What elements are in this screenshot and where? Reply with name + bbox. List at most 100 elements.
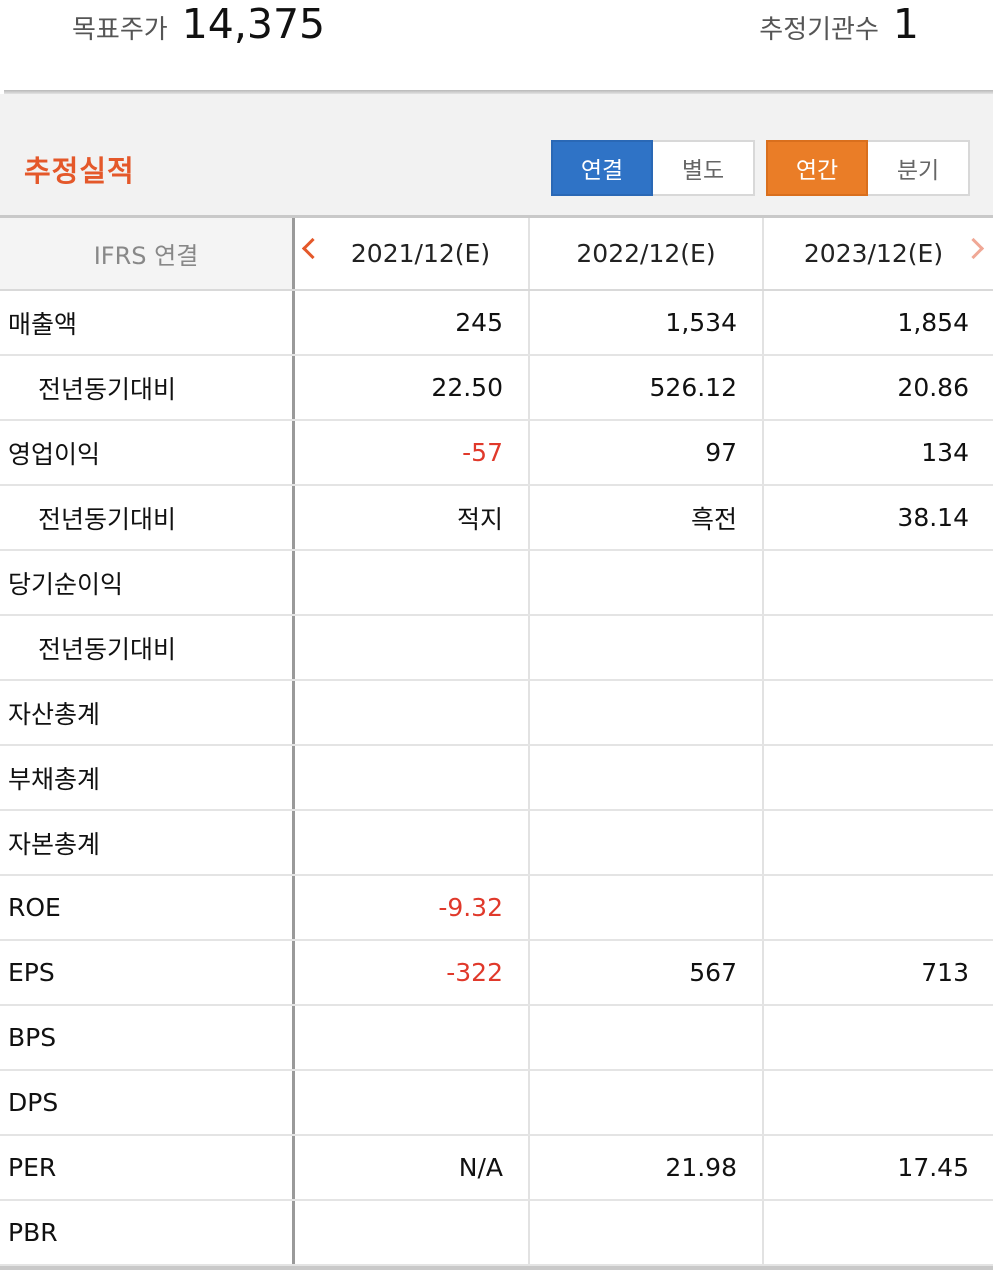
table-cell: 1,534 (528, 291, 762, 354)
column-header: 2022/12(E) (528, 218, 762, 289)
table-cell (528, 1071, 762, 1134)
table-cell (528, 1006, 762, 1069)
table-row: DPS (0, 1071, 993, 1136)
divider (4, 90, 993, 94)
table-cell: 22.50 (431, 373, 503, 402)
table-row: 전년동기대비 (0, 616, 993, 681)
table-cell (528, 1201, 762, 1264)
summary-bar: 목표주가 14,375 추정기관수 1 (0, 0, 993, 92)
target-price-label: 목표주가 (72, 15, 168, 45)
table-row: BPS (0, 1006, 993, 1071)
toggle-quarterly-button[interactable]: 분기 (868, 140, 970, 196)
table-cell (295, 1071, 528, 1134)
table-row: EPS -322 567 713 (0, 941, 993, 1006)
table-cell (762, 1006, 993, 1069)
table-cell: 17.45 (762, 1136, 993, 1199)
scope-toggle: 연결 별도 (551, 140, 755, 196)
row-label: 전년동기대비 (0, 486, 295, 549)
divider (0, 1266, 993, 1270)
column-header: 2023/12(E) (762, 218, 993, 289)
column-header-label: 2023/12(E) (803, 239, 944, 268)
row-label: 당기순이익 (0, 551, 295, 614)
table-row: 부채총계 (0, 746, 993, 811)
row-label: EPS (0, 941, 295, 1004)
table-row: PER N/A 21.98 17.45 (0, 1136, 993, 1201)
table-row: 당기순이익 (0, 551, 993, 616)
table-row: PBR (0, 1201, 993, 1266)
table-cell: 38.14 (762, 486, 993, 549)
table-cell (295, 811, 528, 874)
chevron-left-icon[interactable] (301, 237, 324, 260)
row-label: 영업이익 (0, 421, 295, 484)
estimates-table: IFRS 연결 2021/12(E) 2022/12(E) 2023/12(E)… (0, 215, 993, 1266)
table-cell (528, 551, 762, 614)
table-header-label: IFRS 연결 (0, 218, 295, 289)
table-cell (528, 811, 762, 874)
table-cell: 적지 (456, 504, 503, 534)
table-cell (762, 811, 993, 874)
column-header-label: 2021/12(E) (350, 239, 491, 268)
table-cell: 21.98 (528, 1136, 762, 1199)
table-cell (762, 1201, 993, 1264)
table-cell: -9.32 (438, 893, 503, 922)
toggle-annual-button[interactable]: 연간 (766, 140, 868, 196)
table-body: 매출액 245 1,534 1,854 전년동기대비 22.50 526.12 20.86 영업… (0, 291, 993, 1266)
table-row: ROE -9.32 (0, 876, 993, 941)
table-cell: 245 (455, 308, 503, 337)
row-label: ROE (0, 876, 295, 939)
table-cell (295, 1006, 528, 1069)
table-cell: 134 (762, 421, 993, 484)
row-label: 매출액 (0, 291, 295, 354)
table-cell (762, 616, 993, 679)
table-header: IFRS 연결 2021/12(E) 2022/12(E) 2023/12(E) (0, 218, 993, 291)
row-label: DPS (0, 1071, 295, 1134)
table-cell (528, 616, 762, 679)
period-toggle: 연간 분기 (766, 140, 970, 196)
row-label: 자본총계 (0, 811, 295, 874)
table-cell: 20.86 (762, 356, 993, 419)
estimator-count-value: 1 (892, 0, 919, 48)
table-cell (295, 616, 528, 679)
row-label: PBR (0, 1201, 295, 1264)
table-cell: -322 (446, 958, 503, 987)
table-cell (295, 551, 528, 614)
estimator-count: 추정기관수 1 (759, 0, 919, 48)
row-label: 부채총계 (0, 746, 295, 809)
table-cell: 97 (528, 421, 762, 484)
table-cell (762, 876, 993, 939)
table-cell (528, 681, 762, 744)
table-row: 영업이익 -57 97 134 (0, 421, 993, 486)
target-price-value: 14,375 (181, 0, 326, 48)
table-cell: 흑전 (528, 486, 762, 549)
chevron-right-icon[interactable] (962, 237, 985, 260)
table-cell: N/A (458, 1153, 503, 1182)
estimator-count-label: 추정기관수 (759, 15, 879, 45)
table-cell: 526.12 (528, 356, 762, 419)
row-label: 자산총계 (0, 681, 295, 744)
row-label: PER (0, 1136, 295, 1199)
table-row: 매출액 245 1,534 1,854 (0, 291, 993, 356)
table-cell (762, 681, 993, 744)
table-row: 자본총계 (0, 811, 993, 876)
table-cell (295, 681, 528, 744)
table-row: 자산총계 (0, 681, 993, 746)
toggle-separate-button[interactable]: 별도 (653, 140, 755, 196)
table-cell (528, 876, 762, 939)
column-header: 2021/12(E) (295, 218, 528, 289)
column-header-label: 2022/12(E) (576, 239, 716, 268)
table-cell (762, 1071, 993, 1134)
row-label: 전년동기대비 (0, 616, 295, 679)
table-cell: -57 (462, 438, 503, 467)
table-cell: 567 (528, 941, 762, 1004)
toggle-consolidated-button[interactable]: 연결 (551, 140, 653, 196)
table-cell (762, 551, 993, 614)
table-cell: 1,854 (762, 291, 993, 354)
table-cell (295, 746, 528, 809)
table-cell (295, 1201, 528, 1264)
table-cell (762, 746, 993, 809)
table-row: 전년동기대비 적지 흑전 38.14 (0, 486, 993, 551)
table-cell: 713 (762, 941, 993, 1004)
section-header: 추정실적 연결 별도 연간 분기 (0, 94, 993, 215)
row-label: 전년동기대비 (0, 356, 295, 419)
row-label: BPS (0, 1006, 295, 1069)
